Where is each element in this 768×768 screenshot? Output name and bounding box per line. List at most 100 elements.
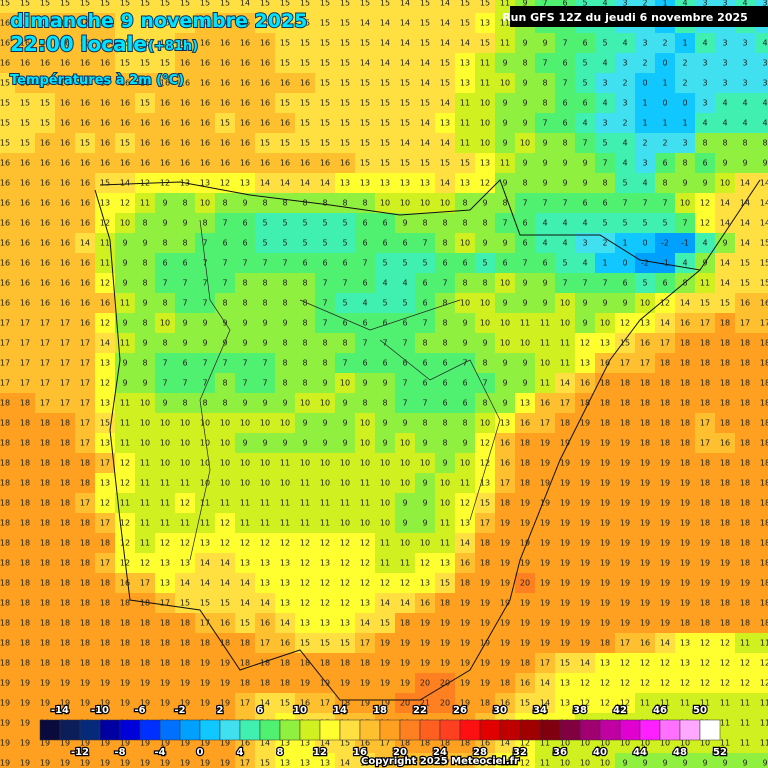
value: 11 xyxy=(280,499,290,508)
value: 17 xyxy=(240,699,250,708)
value: 9 xyxy=(342,439,347,448)
value: 15 xyxy=(100,179,110,188)
value: 18 xyxy=(260,679,270,688)
cell xyxy=(355,113,375,133)
cell xyxy=(0,53,15,73)
value: 8 xyxy=(762,139,767,148)
value: 15 xyxy=(760,279,768,288)
value: 11 xyxy=(380,559,390,568)
value: 9 xyxy=(722,239,727,248)
value: 19 xyxy=(500,639,510,648)
value: 14 xyxy=(440,19,450,28)
value: 17 xyxy=(560,399,570,408)
value: 19 xyxy=(220,679,230,688)
value: 5 xyxy=(622,219,627,228)
value: 10 xyxy=(300,399,310,408)
cell xyxy=(335,53,355,73)
colorbar-box xyxy=(379,719,401,741)
value: 14 xyxy=(720,219,730,228)
value: 18 xyxy=(80,479,90,488)
colorbar-box xyxy=(579,719,601,741)
value: 7 xyxy=(602,159,607,168)
value: 5 xyxy=(382,299,387,308)
value: 4 xyxy=(402,279,407,288)
value: 18 xyxy=(0,659,10,668)
value: 5 xyxy=(282,239,287,248)
value: 15 xyxy=(480,39,490,48)
value: 16 xyxy=(100,159,110,168)
value: 18 xyxy=(240,659,250,668)
value: 19 xyxy=(680,499,690,508)
value: 5 xyxy=(342,299,347,308)
value: 16 xyxy=(40,279,50,288)
value: 5 xyxy=(322,219,327,228)
value: 11 xyxy=(720,719,730,728)
value: 16 xyxy=(80,159,90,168)
cell xyxy=(515,53,535,73)
cell xyxy=(455,193,475,213)
value: 16 xyxy=(80,99,90,108)
value: 10 xyxy=(240,419,250,428)
value: 2 xyxy=(682,79,687,88)
value: 16 xyxy=(300,79,310,88)
cell xyxy=(475,73,495,93)
value: 19 xyxy=(460,639,470,648)
value: 16 xyxy=(240,159,250,168)
cell xyxy=(315,153,335,173)
value: 18 xyxy=(0,399,10,408)
cell xyxy=(135,193,155,213)
colorbar-box xyxy=(639,719,661,741)
value: 16 xyxy=(100,139,110,148)
value: 6 xyxy=(422,299,427,308)
value: 17 xyxy=(700,439,710,448)
value: 10 xyxy=(380,479,390,488)
value: 15 xyxy=(200,0,210,8)
value: 7 xyxy=(222,359,227,368)
value: 15 xyxy=(120,139,130,148)
value: 4 xyxy=(742,119,747,128)
cell xyxy=(715,233,735,253)
cell xyxy=(635,153,655,173)
value: 0 xyxy=(642,239,647,248)
value: 19 xyxy=(640,539,650,548)
value: 19 xyxy=(0,759,10,768)
value: 8 xyxy=(202,219,207,228)
cell xyxy=(735,53,755,73)
value: 18 xyxy=(100,539,110,548)
cell xyxy=(15,173,35,193)
value: 10 xyxy=(440,199,450,208)
value: 9 xyxy=(342,419,347,428)
value: 8 xyxy=(322,339,327,348)
value: 11 xyxy=(140,539,150,548)
value: 17 xyxy=(480,519,490,528)
value: 16 xyxy=(200,99,210,108)
value: 15 xyxy=(340,39,350,48)
value: 16 xyxy=(140,139,150,148)
value: 8 xyxy=(742,139,747,148)
colorbar-label: 18 xyxy=(373,705,387,716)
value: 12 xyxy=(660,299,670,308)
value: 7 xyxy=(222,279,227,288)
value: 19 xyxy=(480,679,490,688)
value: 7 xyxy=(682,219,687,228)
value: 11 xyxy=(100,259,110,268)
cell xyxy=(655,193,675,213)
value: 0 xyxy=(682,99,687,108)
value: 14 xyxy=(440,179,450,188)
cell xyxy=(515,133,535,153)
cell xyxy=(435,133,455,153)
value: 7 xyxy=(322,319,327,328)
value: 10 xyxy=(220,439,230,448)
colorbar-label: 46 xyxy=(653,705,667,716)
cell xyxy=(515,173,535,193)
value: 19 xyxy=(640,459,650,468)
value: 9 xyxy=(502,359,507,368)
value: 15 xyxy=(20,0,30,8)
value: 17 xyxy=(60,319,70,328)
value: 9 xyxy=(702,759,707,768)
value: 18 xyxy=(760,619,768,628)
value: 8 xyxy=(142,259,147,268)
cell xyxy=(675,233,695,253)
cell xyxy=(475,213,495,233)
value: 4 xyxy=(622,139,627,148)
